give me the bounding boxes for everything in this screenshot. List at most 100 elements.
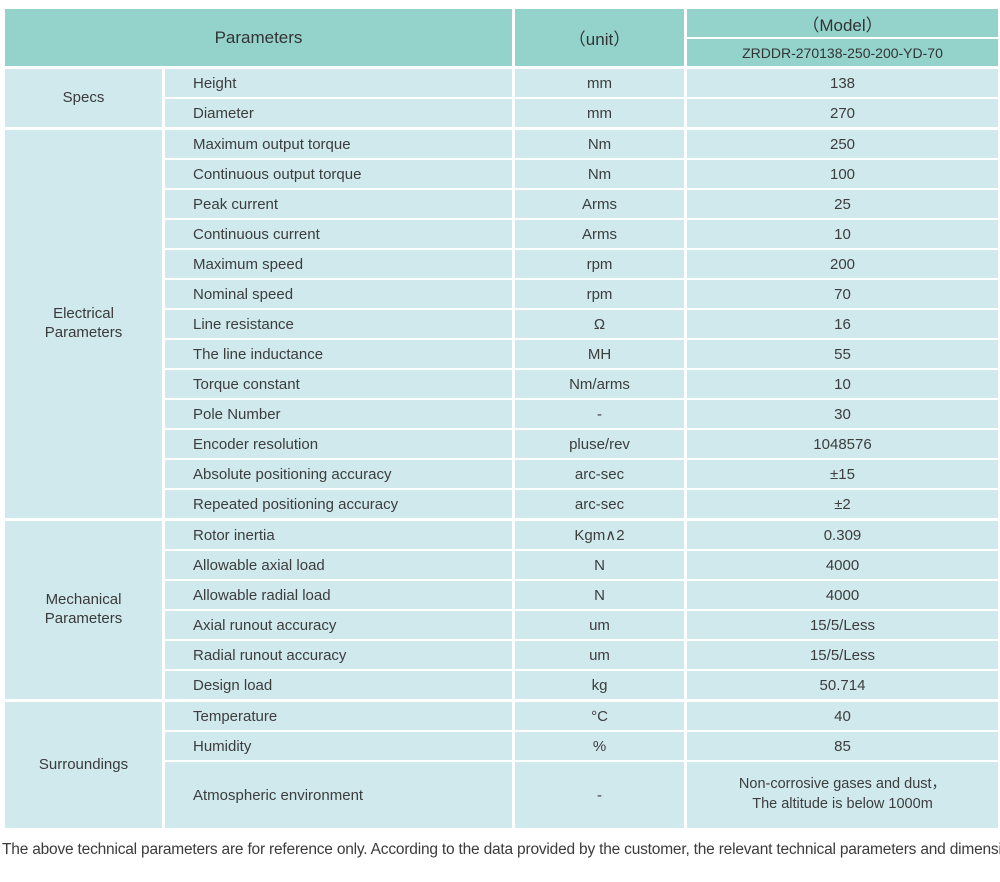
param-cell: Diameter xyxy=(162,97,515,130)
table-row: Continuous output torque Nm 100 xyxy=(4,158,1000,190)
unit-cell: N xyxy=(512,549,687,581)
value-cell: 1048576 xyxy=(684,428,1000,460)
table-row: Diameter mm 270 xyxy=(4,97,1000,130)
unit-cell: % xyxy=(512,730,687,762)
value-cell: 250 xyxy=(684,127,1000,160)
value-cell: 85 xyxy=(684,730,1000,762)
value-cell: 40 xyxy=(684,699,1000,732)
unit-cell: Arms xyxy=(512,188,687,220)
unit-cell: mm xyxy=(512,66,687,99)
param-cell: Axial runout accuracy xyxy=(162,609,515,641)
unit-cell: um xyxy=(512,609,687,641)
value-cell: 55 xyxy=(684,338,1000,370)
value-cell: 30 xyxy=(684,398,1000,430)
table-row: Maximum speed rpm 200 xyxy=(4,248,1000,280)
param-cell: Temperature xyxy=(162,699,515,732)
value-cell: 50.714 xyxy=(684,669,1000,702)
unit-cell: Nm xyxy=(512,127,687,160)
param-cell: Design load xyxy=(162,669,515,702)
table-row: Continuous current Arms 10 xyxy=(4,218,1000,250)
value-cell: 25 xyxy=(684,188,1000,220)
table-row: Repeated positioning accuracy arc-sec ±2 xyxy=(4,488,1000,521)
unit-cell: Nm/arms xyxy=(512,368,687,400)
table-row: Humidity % 85 xyxy=(4,730,1000,762)
param-cell: Line resistance xyxy=(162,308,515,340)
param-cell: Rotor inertia xyxy=(162,518,515,551)
table-row: Mechanical Parameters Rotor inertia Kgm∧… xyxy=(2,518,1000,702)
param-cell: Radial runout accuracy xyxy=(162,639,515,671)
value-cell: 10 xyxy=(684,368,1000,400)
table-row: Nominal speed rpm 70 xyxy=(4,278,1000,310)
value-cell: Non-corrosive gases and dust， The altitu… xyxy=(684,760,1000,830)
table-row: Atmospheric environment - Non-corrosive … xyxy=(4,760,1000,830)
header-model-value: ZRDDR-270138-250-200-YD-70 xyxy=(684,37,1000,69)
header-model-row: ZRDDR-270138-250-200-YD-70 xyxy=(4,37,1000,69)
unit-cell: Kgm∧2 xyxy=(512,518,687,551)
table-row: Surroundings Temperature °C 40 xyxy=(2,699,1000,830)
header-parameters: Parameters xyxy=(2,7,515,69)
value-cell: 0.309 xyxy=(684,518,1000,551)
group-cell-surroundings: Surroundings xyxy=(2,699,165,830)
table-row: Electrical Parameters Maximum output tor… xyxy=(2,127,1000,521)
param-cell: Continuous current xyxy=(162,218,515,250)
param-cell: Continuous output torque xyxy=(162,158,515,190)
unit-cell: arc-sec xyxy=(512,458,687,490)
param-cell: Torque constant xyxy=(162,368,515,400)
param-cell: The line inductance xyxy=(162,338,515,370)
table-row: Axial runout accuracy um 15/5/Less xyxy=(4,609,1000,641)
value-cell: 15/5/Less xyxy=(684,609,1000,641)
table-row: Torque constant Nm/arms 10 xyxy=(4,368,1000,400)
unit-cell: pluse/rev xyxy=(512,428,687,460)
table-row: Peak current Arms 25 xyxy=(4,188,1000,220)
table-row: Pole Number - 30 xyxy=(4,398,1000,430)
group-cell-electrical: Electrical Parameters xyxy=(2,127,165,521)
table-row: Radial runout accuracy um 15/5/Less xyxy=(4,639,1000,671)
header-row: Parameters （unit） （Model） xyxy=(2,7,1000,69)
value-cell: 15/5/Less xyxy=(684,639,1000,671)
unit-cell: - xyxy=(512,398,687,430)
param-cell: Allowable radial load xyxy=(162,579,515,611)
unit-cell: mm xyxy=(512,97,687,130)
value-cell: 10 xyxy=(684,218,1000,250)
unit-cell: - xyxy=(512,760,687,830)
table-row: Absolute positioning accuracy arc-sec ±1… xyxy=(4,458,1000,490)
unit-cell: MH xyxy=(512,338,687,370)
value-cell: 4000 xyxy=(684,549,1000,581)
param-cell: Nominal speed xyxy=(162,278,515,310)
footnote-text: The above technical parameters are for r… xyxy=(2,841,1000,858)
unit-cell: N xyxy=(512,579,687,611)
group-cell-mechanical: Mechanical Parameters xyxy=(2,518,165,702)
unit-cell: um xyxy=(512,639,687,671)
value-cell: ±15 xyxy=(684,458,1000,490)
table-row: Allowable axial load N 4000 xyxy=(4,549,1000,581)
value-cell: 100 xyxy=(684,158,1000,190)
unit-cell: Arms xyxy=(512,218,687,250)
param-cell: Peak current xyxy=(162,188,515,220)
value-cell: 70 xyxy=(684,278,1000,310)
table-row: Design load kg 50.714 xyxy=(4,669,1000,702)
group-cell-specs: Specs xyxy=(2,66,165,130)
header-unit: （unit） xyxy=(512,7,687,69)
value-cell: 4000 xyxy=(684,579,1000,611)
param-cell: Height xyxy=(162,66,515,99)
unit-cell: °C xyxy=(512,699,687,732)
param-cell: Repeated positioning accuracy xyxy=(162,488,515,521)
param-cell: Encoder resolution xyxy=(162,428,515,460)
param-cell: Maximum output torque xyxy=(162,127,515,160)
table-row: The line inductance MH 55 xyxy=(4,338,1000,370)
header-model: （Model） xyxy=(684,7,1000,39)
unit-cell: kg xyxy=(512,669,687,702)
param-cell: Maximum speed xyxy=(162,248,515,280)
value-cell: ±2 xyxy=(684,488,1000,521)
table-row: Allowable radial load N 4000 xyxy=(4,579,1000,611)
param-cell: Humidity xyxy=(162,730,515,762)
unit-cell: rpm xyxy=(512,248,687,280)
value-cell: 16 xyxy=(684,308,1000,340)
unit-cell: arc-sec xyxy=(512,488,687,521)
specification-table: Parameters （unit） （Model） ZRDDR-270138-2… xyxy=(2,7,1000,830)
value-cell: 138 xyxy=(684,66,1000,99)
table-row: Specs Height mm 138 xyxy=(2,66,1000,130)
value-cell: 270 xyxy=(684,97,1000,130)
unit-cell: rpm xyxy=(512,278,687,310)
param-cell: Absolute positioning accuracy xyxy=(162,458,515,490)
